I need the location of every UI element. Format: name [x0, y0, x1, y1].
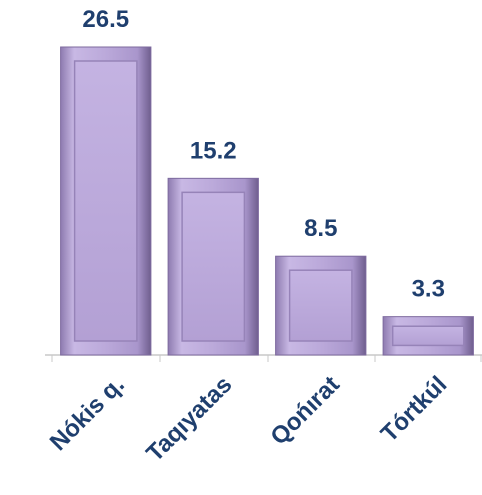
x-tick-label: Tórtkúl [376, 371, 453, 448]
value-label: 8.5 [304, 215, 337, 242]
x-tick-label: Taqıyatas [141, 371, 237, 467]
x-tick-label: Nókis q. [45, 371, 130, 456]
x-axis [45, 354, 482, 362]
x-tick-label: Qońırat [265, 371, 344, 450]
value-label: 26.5 [82, 6, 129, 33]
value-label: 15.2 [190, 137, 237, 164]
bar-face [73, 60, 138, 342]
bar-face [181, 191, 246, 342]
bar-face [391, 325, 465, 347]
bar-face [288, 269, 353, 342]
value-label: 3.3 [412, 276, 445, 303]
